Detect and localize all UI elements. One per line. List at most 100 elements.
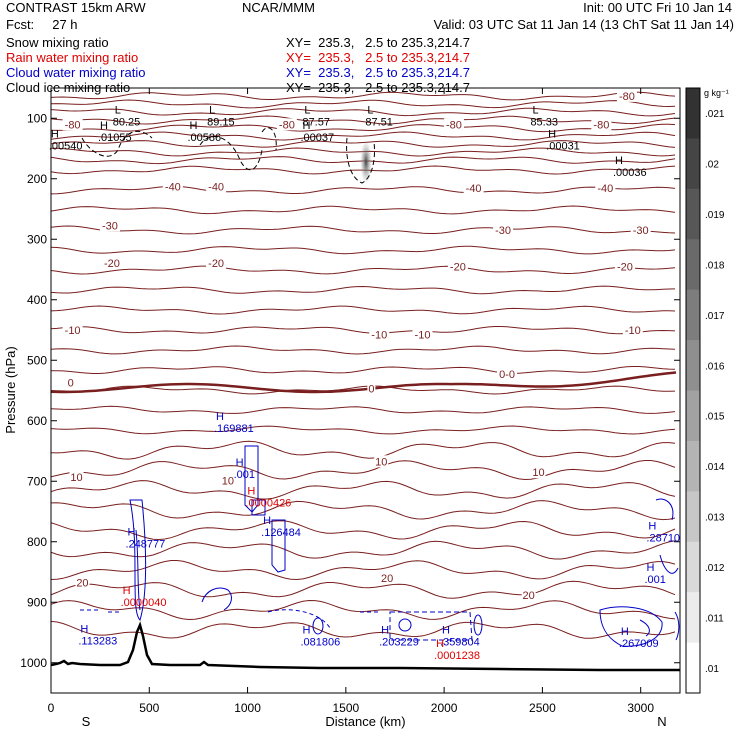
- temperature-contour: [51, 205, 676, 215]
- colorbar-frame: [685, 87, 701, 694]
- temperature-contour: [51, 140, 676, 148]
- temperature-contour: [51, 385, 676, 395]
- contour-label-bg: [463, 181, 484, 194]
- extremum-value: .001: [234, 469, 255, 481]
- x-tick-label: 1000: [234, 701, 261, 715]
- temperature-contour-label: 10: [532, 467, 544, 479]
- temperature-contour: [51, 123, 676, 133]
- colorbar-swatch: [686, 541, 700, 593]
- extremum-value: .267009: [619, 638, 659, 650]
- colorbar-tick-label: .015: [705, 412, 725, 423]
- extremum-mark: H: [381, 625, 389, 637]
- colorbar-tick-label: .011: [705, 613, 724, 624]
- temperature-contour: [51, 265, 676, 275]
- contour-label-bg: [206, 256, 227, 269]
- field-xy-rain: XY= 235.3, 2.5 to 235.3,214.7: [286, 50, 470, 65]
- cloud-water-contour: [674, 611, 680, 641]
- temperature-contour-label: -30: [495, 225, 511, 237]
- extremum-value: .001: [644, 574, 665, 586]
- temperature-contour-label: -10: [625, 325, 641, 337]
- colorbar-tick-label: .013: [705, 513, 725, 524]
- cloud-water-contour: [267, 609, 380, 629]
- cloud-water-contour: [599, 606, 663, 647]
- extremum-mark: H: [123, 585, 131, 597]
- temperature-contour: [51, 620, 676, 639]
- temperature-contour-label: -20: [208, 258, 224, 270]
- contour-label-bg: [62, 324, 83, 337]
- temperature-contour-label: -40: [597, 183, 613, 195]
- contour-label-bg: [616, 89, 637, 102]
- extremum-value: .126484: [261, 527, 301, 539]
- temperature-contour: [51, 245, 676, 255]
- contour-label-bg: [591, 118, 612, 131]
- temperature-contour-label: 0-0: [499, 369, 515, 381]
- init-time: Init: 00 UTC Fri 10 Jan 14: [583, 0, 732, 15]
- contour-label-bg: [447, 260, 468, 273]
- colorbar-swatch: [686, 289, 700, 341]
- colorbar-tick-label: .02: [705, 160, 719, 171]
- extremum-value: .00031: [546, 140, 580, 152]
- temperature-contour: [51, 131, 676, 141]
- cloud-water-contour: [312, 617, 324, 635]
- contour-label-bg: [66, 376, 75, 389]
- temperature-contour: [51, 305, 676, 315]
- cloud-water-contour: [129, 499, 147, 621]
- colorbar-swatch: [686, 642, 700, 694]
- colorbar-swatch: [686, 592, 700, 644]
- extremum-mark: H: [548, 128, 556, 140]
- extremum-mark: H: [236, 457, 244, 469]
- extremum-mark: L: [115, 104, 121, 116]
- extremum-mark: H: [621, 626, 629, 638]
- field-name-rain: Rain water mixing ratio: [6, 50, 139, 65]
- x-tick-label: 0: [48, 701, 55, 715]
- temperature-contour-label: -20: [617, 262, 633, 274]
- extremum-mark: L: [304, 104, 310, 116]
- extremum-value: .00037: [300, 132, 334, 144]
- y-tick-label: 100: [27, 111, 47, 125]
- temperature-contour: [51, 185, 676, 195]
- extremum-value: 85.33: [530, 116, 558, 128]
- contour-label-bg: [99, 219, 120, 232]
- extremum-mark: L: [532, 104, 538, 116]
- temperature-contour-label: -20: [104, 258, 120, 270]
- y-tick-label: 900: [27, 595, 47, 609]
- contour-label-bg: [75, 576, 90, 589]
- colorbar-tick-label: .012: [705, 563, 725, 574]
- extremum-mark: H: [100, 120, 108, 132]
- temperature-contour-label: -10: [415, 329, 431, 341]
- extremum-value: .01055: [98, 132, 132, 144]
- x-tick-label: 2500: [529, 701, 556, 715]
- contour-label-bg: [595, 181, 616, 194]
- extremum-value: .169881: [214, 423, 254, 435]
- cloud-water-contour: [201, 587, 232, 611]
- colorbar-tick-label: .018: [705, 260, 725, 271]
- contour-label-bg: [521, 589, 536, 602]
- extremum-mark: H: [646, 562, 654, 574]
- snow-contour: [346, 137, 375, 184]
- temperature-contour: [51, 225, 676, 235]
- colorbar-tick-label: .017: [705, 311, 725, 322]
- colorbar-swatch: [686, 440, 700, 492]
- snow-contour: [261, 127, 277, 151]
- north-label: N: [657, 714, 666, 729]
- contour-label-bg: [69, 471, 84, 484]
- contour-label-bg: [412, 328, 433, 341]
- field-name-snow: Snow mixing ratio: [6, 35, 109, 50]
- contour-label-bg: [380, 572, 395, 585]
- x-axis-label: Distance (km): [325, 714, 405, 729]
- colorbar-tick-label: .01: [705, 664, 719, 675]
- model-title: CONTRAST 15km ARW: [6, 0, 146, 15]
- extremum-value: .00540: [49, 140, 83, 152]
- temperature-contour: [51, 560, 676, 581]
- temperature-contour: [51, 520, 676, 541]
- colorbar-swatch: [686, 491, 700, 543]
- snow-contour: [81, 130, 153, 157]
- extremum-mark: L: [367, 104, 373, 116]
- temperature-contour: [51, 540, 676, 560]
- extremum-value: .0001238: [434, 650, 480, 662]
- temperature-contour-label: 0: [68, 378, 74, 390]
- temperature-contour-label: -80: [65, 119, 81, 131]
- temperature-contour-label: -20: [450, 262, 466, 274]
- cloud-water-contour: [80, 609, 120, 613]
